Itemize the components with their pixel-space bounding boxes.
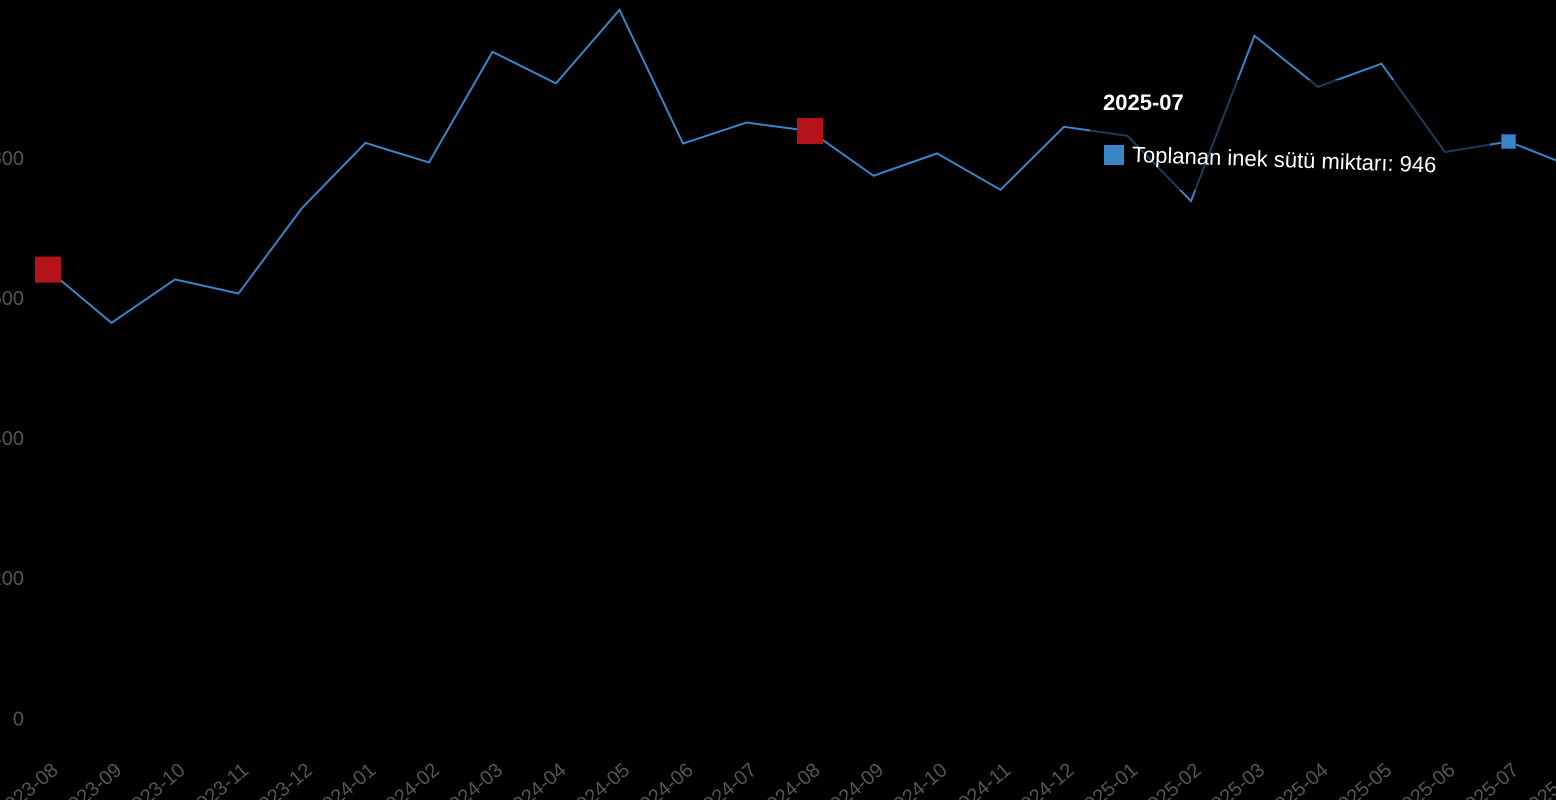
y-tick-label: 600 — [0, 288, 24, 310]
highlight-marker — [797, 117, 823, 144]
y-tick-label: 800 — [0, 148, 24, 170]
highlight-marker — [35, 256, 61, 283]
y-tick-label: 0 — [13, 708, 24, 730]
y-tick-label: 400 — [0, 428, 24, 450]
tooltip-title: 2025-07 — [1103, 90, 1184, 115]
y-tick-label: 200 — [0, 568, 24, 590]
tooltip-box — [1090, 80, 1490, 190]
hover-marker — [1501, 133, 1516, 149]
tooltip-swatch — [1104, 145, 1124, 165]
